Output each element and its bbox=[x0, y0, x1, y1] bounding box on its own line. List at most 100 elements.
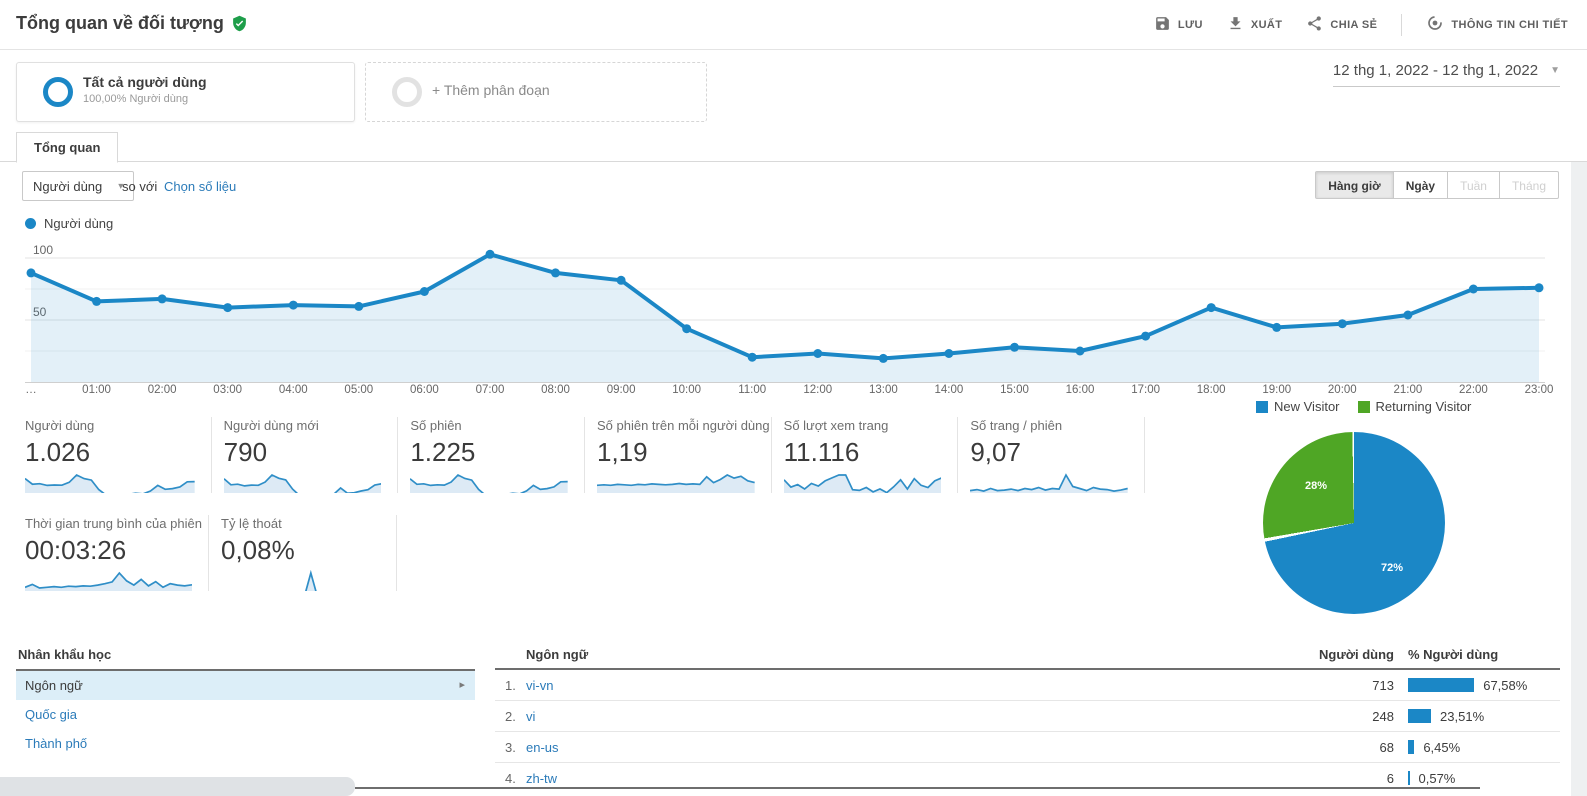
pie-slice-label-new: 72% bbox=[1381, 562, 1404, 574]
metric-value: 11.116 bbox=[783, 437, 860, 467]
x-axis-tick: … bbox=[25, 384, 37, 396]
language-link[interactable]: en-us bbox=[526, 739, 559, 755]
metric-label: Người dùng mới bbox=[223, 418, 319, 433]
table-row: 1. vi-vn 713 67,58% bbox=[495, 670, 1560, 701]
language-link[interactable]: zh-tw bbox=[526, 770, 558, 786]
chart-legend: Người dùng bbox=[25, 216, 113, 231]
users-value: 68 bbox=[1379, 739, 1394, 755]
legend-dot-icon bbox=[25, 218, 36, 229]
y-axis-tick-50: 50 bbox=[33, 305, 46, 319]
visitor-type-pie-chart: 72% 28% bbox=[1263, 432, 1445, 614]
chevron-right-icon: ▸ bbox=[459, 679, 465, 691]
column-header-language[interactable]: Ngôn ngữ bbox=[526, 647, 589, 662]
save-button[interactable]: LƯU bbox=[1154, 15, 1203, 35]
x-axis-tick: 23:00 bbox=[1524, 384, 1554, 396]
users-value: 248 bbox=[1372, 708, 1394, 724]
metric-card-avg-session-duration: Thời gian trung bình của phiên 00:03:26 bbox=[25, 515, 209, 591]
metric-select-value: Người dùng bbox=[33, 178, 103, 194]
metric-value: 1,19 bbox=[597, 437, 648, 467]
export-icon bbox=[1227, 15, 1244, 35]
granularity-month-button: Tháng bbox=[1499, 171, 1559, 199]
table-row: 2. vi 248 23,51% bbox=[495, 701, 1560, 732]
choose-metric-link[interactable]: Chọn số liệu bbox=[164, 179, 237, 194]
granularity-week-button: Tuần bbox=[1448, 171, 1500, 199]
metric-label: Số phiên trên mỗi người dùng bbox=[597, 418, 770, 433]
export-button[interactable]: XUẤT bbox=[1227, 15, 1283, 35]
sparkline bbox=[597, 472, 755, 493]
table-row: 4. zh-tw 6 0,57% bbox=[495, 763, 1560, 793]
x-axis-tick: 14:00 bbox=[934, 384, 964, 396]
horizontal-scrollbar-thumb[interactable] bbox=[0, 777, 355, 796]
language-table: Ngôn ngữ Người dùng % Người dùng 1. vi-v… bbox=[495, 645, 1560, 793]
segment-title: Tất cả người dùng bbox=[83, 74, 207, 90]
demographics-item-label: Ngôn ngữ bbox=[25, 678, 83, 693]
share-button[interactable]: CHIA SẺ bbox=[1306, 15, 1377, 35]
metric-cards-row2: Thời gian trung bình của phiên 00:03:26 … bbox=[25, 515, 397, 591]
x-axis-tick: 12:00 bbox=[803, 384, 833, 396]
metric-card-new-users: Người dùng mới 790 bbox=[212, 417, 399, 493]
metric-cards-row1: Người dùng 1.026 Người dùng mới 790 Số p… bbox=[25, 417, 1145, 493]
metric-select-dropdown[interactable]: Người dùng ▾ bbox=[22, 171, 135, 201]
column-header-pct-users[interactable]: % Người dùng bbox=[1408, 647, 1499, 662]
demographics-title: Nhân khẩu học bbox=[16, 645, 475, 671]
pct-cell: 23,51% bbox=[1394, 709, 1560, 724]
metric-label: Số phiên bbox=[410, 418, 462, 433]
row-rank: 1. bbox=[505, 677, 516, 693]
metric-card-sessions: Số phiên 1.225 bbox=[398, 417, 585, 493]
sparkline bbox=[783, 472, 942, 493]
metric-card-pageviews: Số lượt xem trang 11.116 bbox=[772, 417, 959, 493]
chevron-down-icon: ▾ bbox=[118, 180, 124, 192]
insights-label: THÔNG TIN CHI TIẾT bbox=[1451, 18, 1568, 31]
x-axis-tick: 11:00 bbox=[738, 384, 767, 396]
segment-all-users[interactable]: Tất cả người dùng 100,00% Người dùng bbox=[16, 62, 355, 122]
date-range-selector[interactable]: 12 thg 1, 2022 - 12 thg 1, 2022 ▼ bbox=[1332, 62, 1560, 87]
pct-cell: 0,57% bbox=[1394, 771, 1560, 786]
x-axis-tick: 05:00 bbox=[344, 384, 374, 396]
users-value: 6 bbox=[1386, 770, 1394, 786]
export-label: XUẤT bbox=[1250, 18, 1283, 31]
insights-button[interactable]: THÔNG TIN CHI TIẾT bbox=[1426, 14, 1568, 35]
pct-bar bbox=[1408, 678, 1475, 692]
demographics-item-city[interactable]: Thành phố bbox=[16, 729, 475, 758]
demographics-item-label: Thành phố bbox=[25, 736, 88, 751]
metric-value: 9,07 bbox=[970, 437, 1021, 467]
metric-label: Số lượt xem trang bbox=[783, 418, 889, 433]
legend-square-blue-icon bbox=[1256, 400, 1268, 413]
vertical-scrollbar[interactable] bbox=[1571, 162, 1587, 796]
legend-square-green-icon bbox=[1357, 400, 1370, 413]
table-row: 3. en-us 68 6,45% bbox=[495, 732, 1560, 763]
pie-legend-label: New Visitor bbox=[1274, 399, 1340, 414]
sparkline bbox=[410, 472, 568, 493]
segment-ring-icon bbox=[43, 77, 73, 107]
x-axis-tick: 07:00 bbox=[475, 384, 505, 396]
x-axis-tick: 04:00 bbox=[278, 384, 308, 396]
granularity-hourly-button[interactable]: Hàng giờ bbox=[1315, 171, 1394, 199]
pie-legend-label: Returning Visitor bbox=[1375, 399, 1472, 414]
metric-card-pages-per-session: Số trang / phiên 9,07 bbox=[958, 417, 1145, 493]
language-link[interactable]: vi bbox=[526, 708, 536, 724]
metric-value: 1.026 bbox=[25, 437, 91, 467]
language-link[interactable]: vi-vn bbox=[526, 677, 554, 693]
sparkline bbox=[970, 472, 1128, 493]
metric-card-users: Người dùng 1.026 bbox=[25, 417, 212, 493]
add-segment-label: + Thêm phân đoạn bbox=[432, 82, 550, 98]
demographics-item-country[interactable]: Quốc gia bbox=[16, 700, 475, 729]
pie-legend-returning-visitor: Returning Visitor bbox=[1357, 399, 1472, 414]
save-icon bbox=[1154, 15, 1171, 35]
tab-overview[interactable]: Tổng quan bbox=[16, 132, 119, 163]
panel-divider bbox=[0, 161, 1587, 162]
demographics-item-language[interactable]: Ngôn ngữ ▸ bbox=[16, 671, 475, 700]
x-axis-tick: 10:00 bbox=[672, 384, 702, 396]
horizontal-scrollbar-track[interactable] bbox=[355, 787, 1480, 789]
granularity-day-button[interactable]: Ngày bbox=[1393, 171, 1449, 199]
row-rank: 3. bbox=[505, 739, 516, 755]
legend-label: Người dùng bbox=[44, 216, 114, 231]
x-axis-tick: 22:00 bbox=[1459, 384, 1488, 396]
share-label: CHIA SẺ bbox=[1330, 18, 1378, 31]
x-axis-tick: 02:00 bbox=[147, 384, 177, 396]
column-header-users[interactable]: Người dùng bbox=[1319, 647, 1394, 662]
metric-card-sessions-per-user: Số phiên trên mỗi người dùng 1,19 bbox=[585, 417, 772, 493]
pct-bar bbox=[1408, 771, 1410, 785]
add-segment-button[interactable]: + Thêm phân đoạn bbox=[365, 62, 707, 122]
